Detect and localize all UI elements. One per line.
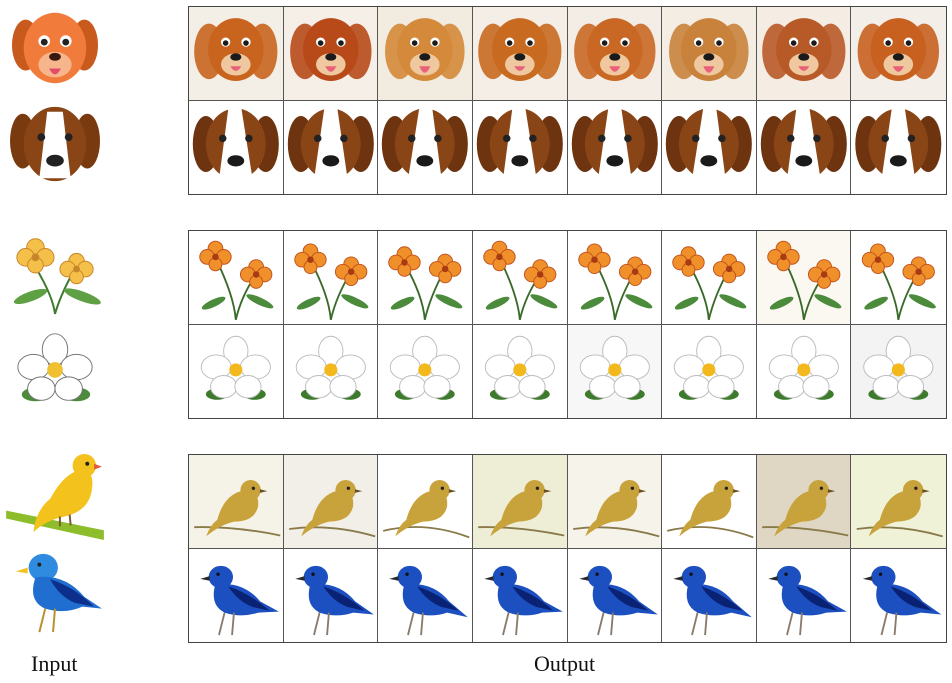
output-thumb-blue-bird	[283, 548, 379, 642]
output-thumb-yellow-bird	[662, 455, 757, 549]
output-thumb-blue-bird	[567, 548, 663, 642]
output-thumb-spaniel-dog	[851, 7, 946, 101]
output-thumb-beagle-dog	[472, 100, 568, 194]
output-thumb-spaniel-dog	[378, 7, 473, 101]
output-grid-birds	[188, 454, 947, 643]
output-thumb-white-flower	[567, 324, 663, 418]
output-thumb-spaniel-dog	[189, 7, 284, 101]
output-thumb-orange-flower	[567, 231, 663, 325]
input-caption: Input	[31, 651, 78, 676]
output-thumb-white-flower	[472, 324, 568, 418]
output-thumb-orange-flower	[472, 231, 568, 325]
output-thumb-beagle-dog	[283, 100, 379, 194]
output-thumb-orange-flower	[283, 231, 379, 325]
output-thumb-blue-bird	[378, 548, 473, 642]
output-thumb-spaniel-dog	[756, 7, 852, 101]
output-thumb-beagle-dog	[378, 100, 473, 194]
output-thumb-orange-flower	[851, 231, 946, 325]
output-thumb-white-flower	[851, 324, 946, 418]
output-thumb-spaniel-dog	[283, 7, 379, 101]
output-thumb-spaniel-dog	[662, 7, 757, 101]
output-thumb-yellow-bird	[283, 455, 379, 549]
output-thumb-white-flower	[189, 324, 284, 418]
output-thumb-white-flower	[378, 324, 473, 418]
output-thumb-white-flower	[283, 324, 379, 418]
output-thumb-yellow-bird	[472, 455, 568, 549]
output-thumb-white-flower	[662, 324, 757, 418]
output-thumb-white-flower	[756, 324, 852, 418]
output-thumb-blue-bird	[851, 548, 946, 642]
output-thumb-orange-flower	[378, 231, 473, 325]
output-thumb-blue-bird	[662, 548, 757, 642]
input-beagle-dog	[5, 100, 105, 188]
output-thumb-blue-bird	[189, 548, 284, 642]
input-orange-flower	[5, 228, 105, 316]
output-grid-dogs	[188, 6, 947, 195]
output-thumb-blue-bird	[756, 548, 852, 642]
output-thumb-yellow-bird	[378, 455, 473, 549]
output-thumb-yellow-bird	[756, 455, 852, 549]
output-thumb-beagle-dog	[662, 100, 757, 194]
output-thumb-spaniel-dog	[472, 7, 568, 101]
output-thumb-beagle-dog	[567, 100, 663, 194]
output-thumb-spaniel-dog	[567, 7, 663, 101]
output-thumb-blue-bird	[472, 548, 568, 642]
output-thumb-orange-flower	[662, 231, 757, 325]
output-caption: Output	[534, 651, 596, 676]
output-thumb-beagle-dog	[756, 100, 852, 194]
input-white-flower	[5, 326, 105, 414]
output-thumb-beagle-dog	[851, 100, 946, 194]
output-thumb-orange-flower	[756, 231, 852, 325]
input-spaniel-dog	[5, 4, 105, 92]
output-thumb-orange-flower	[189, 231, 284, 325]
input-blue-bird	[5, 548, 105, 636]
output-thumb-yellow-bird	[851, 455, 946, 549]
output-thumb-beagle-dog	[189, 100, 284, 194]
output-grid-flowers	[188, 230, 947, 419]
output-thumb-yellow-bird	[189, 455, 284, 549]
output-thumb-yellow-bird	[567, 455, 663, 549]
input-yellow-bird	[5, 452, 105, 540]
